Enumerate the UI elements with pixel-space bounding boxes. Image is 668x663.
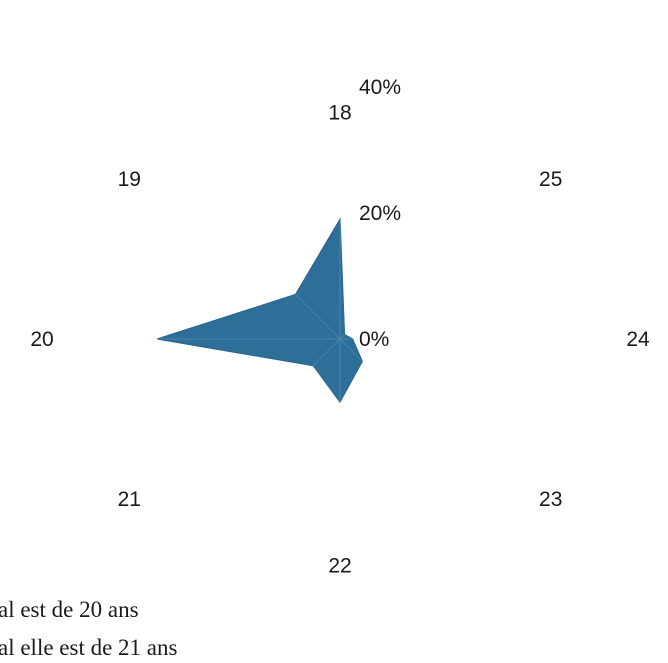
category-label-22: 22 xyxy=(328,555,351,578)
spoke-21 xyxy=(312,338,341,367)
category-labels: 18 25 24 23 22 21 20 19 xyxy=(30,102,650,578)
radar-spokes xyxy=(157,219,363,402)
category-label-23: 23 xyxy=(539,488,562,511)
spoke-19 xyxy=(295,294,341,340)
spoke-23 xyxy=(339,338,363,362)
tick-label-0: 0% xyxy=(359,328,389,351)
category-label-19: 19 xyxy=(118,168,141,191)
category-label-21: 21 xyxy=(118,488,141,511)
caption-line-1: al est de 20 ans xyxy=(0,597,139,622)
category-label-25: 25 xyxy=(539,168,562,191)
series-area xyxy=(157,217,363,404)
tick-label-40: 40% xyxy=(359,76,401,99)
caption-line-2: al elle est de 21 ans xyxy=(0,635,178,660)
category-label-20: 20 xyxy=(30,328,53,351)
category-label-18: 18 xyxy=(328,102,351,125)
radial-tick-labels: 0% 20% 40% xyxy=(359,76,401,351)
spoke-25 xyxy=(339,334,345,340)
tick-label-20: 20% xyxy=(359,202,401,225)
category-label-24: 24 xyxy=(626,328,650,351)
